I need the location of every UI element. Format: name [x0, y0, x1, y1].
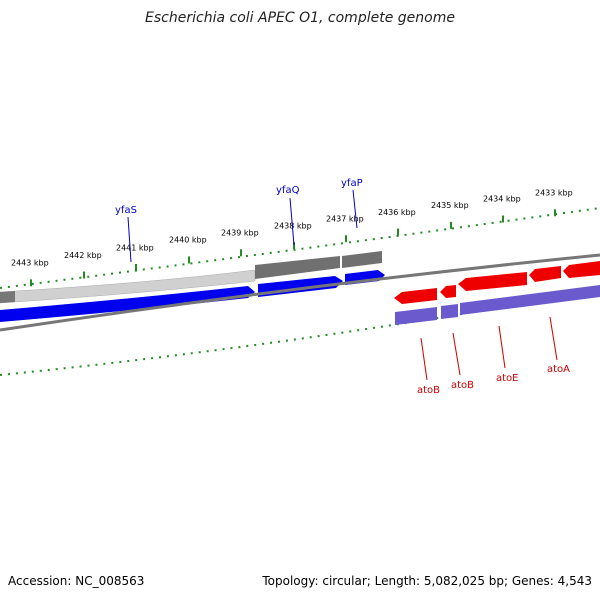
backbone [0, 253, 600, 332]
scale-label: 2436 kbp [378, 208, 416, 217]
scale-label: 2440 kbp [169, 236, 207, 245]
topology-label: Topology: circular; Length: 5,082,025 bp… [262, 574, 592, 588]
scale-label: 2441 kbp [116, 243, 154, 252]
gene-label-atoB-1: atoB [417, 385, 440, 396]
gene-label-yfaP: yfaP [341, 178, 363, 189]
gene-label-yfaS: yfaS [115, 205, 137, 216]
gene-label-atoE: atoE [496, 373, 519, 384]
reverse-gene-track [394, 261, 600, 304]
scale-label: 2437 kbp [326, 214, 364, 223]
gene-label-atoB-2: atoB [451, 380, 474, 391]
gene-label-atoA: atoA [547, 364, 570, 375]
scale-label: 2434 kbp [483, 195, 521, 204]
scale-label: 2435 kbp [431, 201, 469, 210]
scale-label: 2439 kbp [221, 229, 259, 238]
scale-label: 2443 kbp [11, 259, 49, 268]
scale-labels: 2443 kbp 2442 kbp 2441 kbp 2440 kbp 2439 kbp… [11, 188, 573, 267]
reverse-cds-track [395, 285, 600, 325]
gene-leader-lines [127, 189, 558, 381]
gene-label-yfaQ: yfaQ [276, 185, 300, 196]
scale-label: 2442 kbp [64, 251, 102, 260]
top-tick-row [0, 207, 600, 289]
gene-labels: yfaS yfaQ yfaP atoB atoB atoE atoA [115, 178, 570, 396]
scale-label: 2433 kbp [535, 188, 573, 197]
map-title: Escherichia coli APEC O1, complete genom… [145, 10, 455, 26]
accession-label: Accession: NC_008563 [8, 574, 145, 588]
major-ticks [30, 209, 556, 287]
forward-cds-track [0, 251, 382, 304]
